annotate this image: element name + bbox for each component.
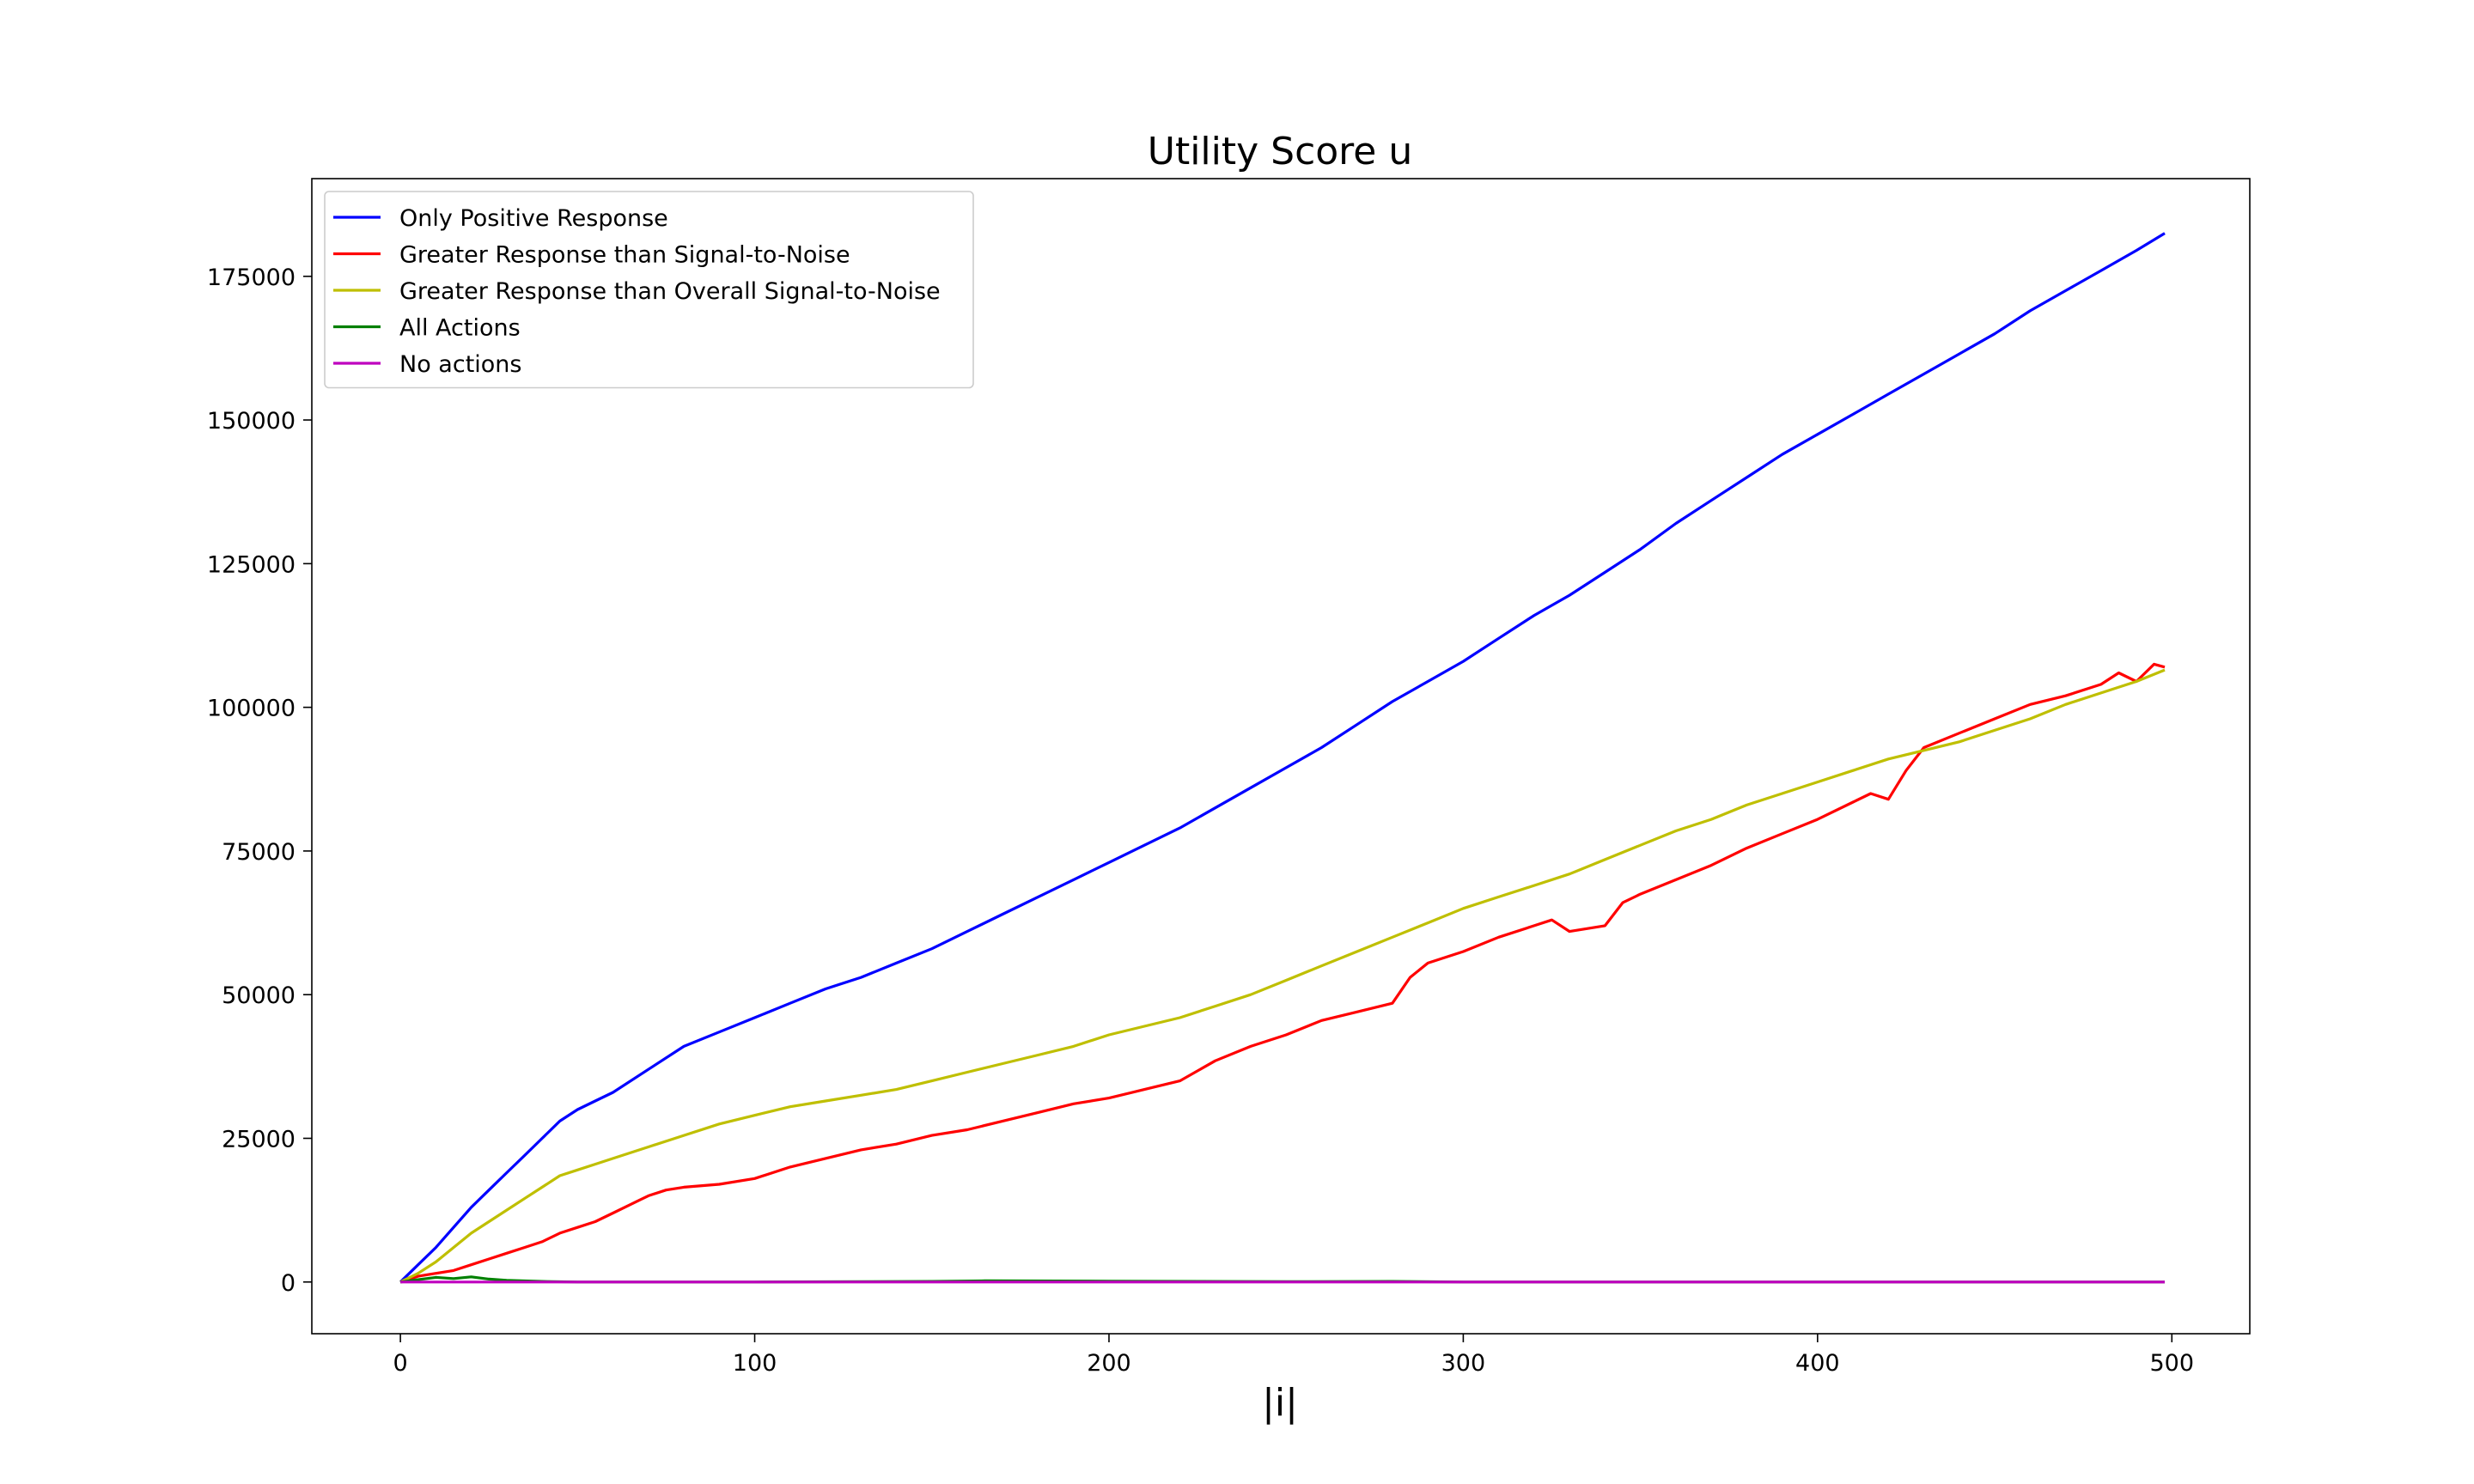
chart-title: Utility Score u <box>1148 130 1413 173</box>
legend-box <box>324 191 974 389</box>
x-tick-label-0: 0 <box>393 1350 408 1377</box>
x-tick-label-5: 500 <box>2149 1350 2194 1377</box>
x-tick-label-4: 400 <box>1795 1350 1840 1377</box>
x-tick-label-3: 300 <box>1441 1350 1486 1377</box>
y-tick-label-0: 0 <box>281 1270 296 1297</box>
y-axis: 0 25000 50000 75000 100000 125000 150000 175000 <box>207 265 312 1297</box>
x-axis-label: |i| <box>1262 1381 1298 1425</box>
plot-frame <box>311 178 2251 1335</box>
x-tick-label-1: 100 <box>733 1350 777 1377</box>
y-tick-label-7: 175000 <box>207 265 296 291</box>
x-tick-label-2: 200 <box>1087 1350 1131 1377</box>
y-tick-label-2: 50000 <box>222 982 296 1009</box>
series-line-2 <box>399 668 2166 1284</box>
y-tick-label-4: 100000 <box>207 696 296 722</box>
series-line-1 <box>399 662 2166 1284</box>
x-axis: 0 100 200 300 400 500 <box>393 1334 2194 1377</box>
y-tick-label-5: 125000 <box>207 551 296 578</box>
legend: Only Positive Response Greater Response t… <box>324 191 974 389</box>
legend-label-3: All Actions <box>399 315 521 342</box>
plot-area <box>311 178 2251 1335</box>
legend-label-2: Greater Response than Overall Signal-to-… <box>399 278 941 305</box>
series-line-0 <box>399 232 2166 1283</box>
y-tick-label-3: 75000 <box>222 839 296 866</box>
legend-label-0: Only Positive Response <box>399 205 668 232</box>
legend-label-1: Greater Response than Signal-to-Noise <box>399 242 850 269</box>
legend-label-4: No actions <box>399 351 521 378</box>
y-tick-label-6: 150000 <box>207 408 296 435</box>
y-tick-label-1: 25000 <box>222 1126 296 1153</box>
